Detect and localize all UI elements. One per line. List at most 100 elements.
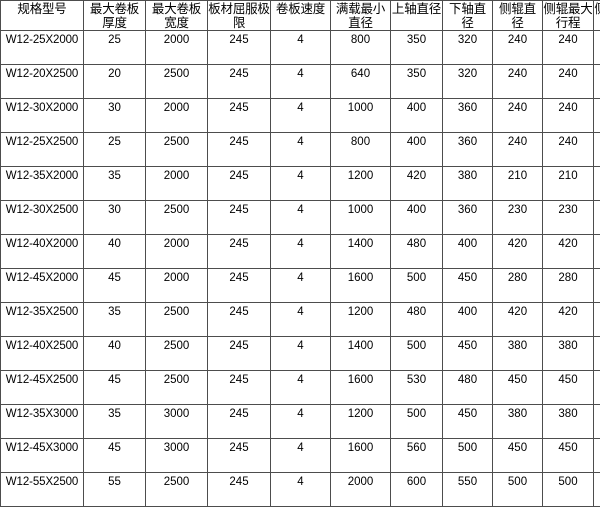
table-cell: 245 — [208, 371, 271, 405]
table-cell: 80 — [594, 99, 600, 133]
cell-model: W12-45X2000 — [1, 269, 84, 303]
table-cell: 80 — [594, 201, 600, 235]
table-cell: 400 — [443, 235, 493, 269]
table-cell: 3000 — [146, 405, 208, 439]
column-header-9: 侧辊最大行程 — [543, 1, 594, 31]
table-row: W12-45X300045300024541600560500450450806… — [1, 439, 600, 473]
table-cell: 500 — [543, 473, 594, 507]
table-cell: 240 — [543, 99, 594, 133]
table-cell: 380 — [543, 405, 594, 439]
table-cell: 25 — [84, 31, 146, 65]
cell-model: W12-55X2500 — [1, 473, 84, 507]
column-header-10: 侧辊调整速度 — [594, 1, 600, 31]
table-cell: 210 — [543, 167, 594, 201]
table-cell: 245 — [208, 133, 271, 167]
table-cell: 240 — [543, 31, 594, 65]
table-cell: 245 — [208, 439, 271, 473]
table-cell: 45 — [84, 439, 146, 473]
table-cell: 500 — [443, 439, 493, 473]
table-row: W12-30X200030200024541000400360240240803… — [1, 99, 600, 133]
table-cell: 450 — [493, 439, 543, 473]
table-cell: 80 — [594, 31, 600, 65]
table-cell: 2000 — [146, 99, 208, 133]
table-cell: 360 — [443, 201, 493, 235]
table-cell: 245 — [208, 167, 271, 201]
table-cell: 35 — [84, 405, 146, 439]
table-cell: 245 — [208, 201, 271, 235]
table-body: W12-25X200025200024548003503202402408022… — [1, 31, 600, 507]
table-cell: 380 — [543, 337, 594, 371]
table-cell: 80 — [594, 439, 600, 473]
table-cell: 230 — [543, 201, 594, 235]
column-header-6: 上轴直径 — [391, 1, 443, 31]
table-cell: 240 — [493, 31, 543, 65]
table-cell: 480 — [391, 235, 443, 269]
table-cell: 380 — [443, 167, 493, 201]
table-cell: 1600 — [331, 269, 391, 303]
table-cell: 1400 — [331, 235, 391, 269]
table-row: W12-35X300035300024541200500450380380804… — [1, 405, 600, 439]
table-cell: 240 — [543, 133, 594, 167]
table-header: 规格型号最大卷板厚度最大卷板宽度板材屈服极限卷板速度满载最小直径上轴直径下轴直径… — [1, 1, 600, 31]
column-header-4: 卷板速度 — [271, 1, 331, 31]
table-cell: 350 — [391, 31, 443, 65]
table-cell: 400 — [391, 99, 443, 133]
table-cell: 480 — [391, 303, 443, 337]
table-row: W12-55X250055250024542000600550500500787… — [1, 473, 600, 507]
table-cell: 245 — [208, 269, 271, 303]
table-cell: 500 — [391, 269, 443, 303]
table-cell: 240 — [493, 99, 543, 133]
table-cell: 4 — [271, 269, 331, 303]
column-header-2: 最大卷板宽度 — [146, 1, 208, 31]
table-cell: 4 — [271, 235, 331, 269]
table-cell: 230 — [493, 201, 543, 235]
table-cell: 1400 — [331, 337, 391, 371]
table-cell: 80 — [594, 405, 600, 439]
table-cell: 380 — [493, 337, 543, 371]
table-cell: 2000 — [146, 31, 208, 65]
table-cell: 245 — [208, 337, 271, 371]
table-row: W12-35X250035250024541200480400420420804… — [1, 303, 600, 337]
table-cell: 4 — [271, 133, 331, 167]
table-cell: 80 — [594, 65, 600, 99]
table-cell: 20 — [84, 65, 146, 99]
table-cell: 450 — [443, 405, 493, 439]
table-cell: 4 — [271, 201, 331, 235]
table-cell: 450 — [443, 269, 493, 303]
table-cell: 2500 — [146, 133, 208, 167]
table-cell: 35 — [84, 167, 146, 201]
table-cell: 420 — [493, 235, 543, 269]
cell-model: W12-40X2500 — [1, 337, 84, 371]
table-cell: 1000 — [331, 99, 391, 133]
table-cell: 420 — [493, 303, 543, 337]
table-row: W12-40X250040250024541400500450380380804… — [1, 337, 600, 371]
table-cell: 4 — [271, 167, 331, 201]
table-cell: 400 — [443, 303, 493, 337]
table-cell: 1200 — [331, 167, 391, 201]
table-cell: 240 — [493, 133, 543, 167]
column-header-3: 板材屈服极限 — [208, 1, 271, 31]
table-cell: 78 — [594, 473, 600, 507]
table-cell: 35 — [84, 303, 146, 337]
table-cell: 1600 — [331, 439, 391, 473]
table-cell: 80 — [594, 337, 600, 371]
table-cell: 30 — [84, 201, 146, 235]
table-cell: 80 — [594, 167, 600, 201]
table-cell: 800 — [331, 133, 391, 167]
table-cell: 55 — [84, 473, 146, 507]
table-cell: 400 — [391, 201, 443, 235]
table-cell: 2000 — [146, 167, 208, 201]
table-cell: 4 — [271, 31, 331, 65]
table-cell: 4 — [271, 405, 331, 439]
table-cell: 360 — [443, 133, 493, 167]
table-cell: 560 — [391, 439, 443, 473]
column-header-7: 下轴直径 — [443, 1, 493, 31]
table-cell: 30 — [84, 99, 146, 133]
table-row: W12-45X200045200024541600500450280280804… — [1, 269, 600, 303]
table-cell: 550 — [443, 473, 493, 507]
table-cell: 80 — [594, 371, 600, 405]
column-header-8: 侧辊直径 — [493, 1, 543, 31]
table-cell: 4 — [271, 99, 331, 133]
table-cell: 420 — [543, 235, 594, 269]
table-cell: 450 — [543, 371, 594, 405]
